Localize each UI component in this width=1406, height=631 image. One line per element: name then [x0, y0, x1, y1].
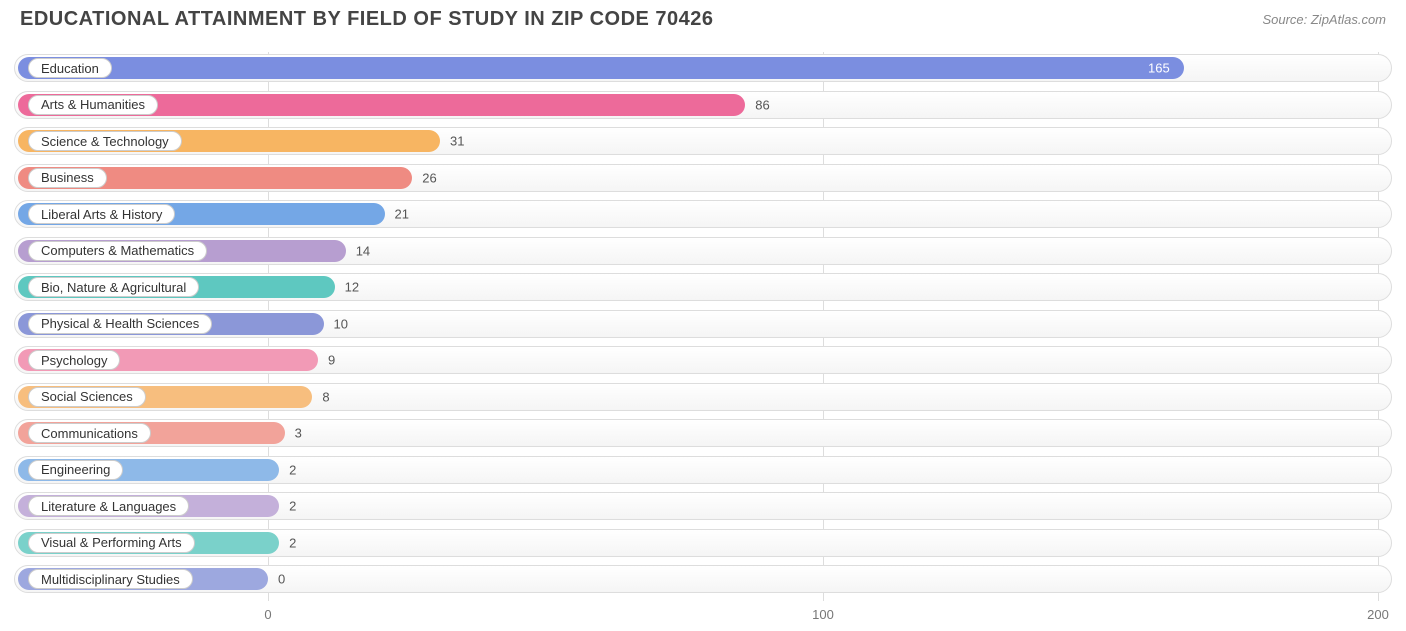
category-label: Business: [28, 168, 107, 188]
bar-row: Multidisciplinary Studies 0: [14, 563, 1392, 595]
category-label: Education: [28, 58, 112, 78]
category-label: Science & Technology: [28, 131, 182, 151]
bar-row: Computers & Mathematics 14: [14, 235, 1392, 267]
bar: [18, 57, 1184, 79]
category-label: Engineering: [28, 460, 123, 480]
bar-row: Psychology 9: [14, 344, 1392, 376]
value-label: 10: [334, 316, 348, 331]
category-label: Liberal Arts & History: [28, 204, 175, 224]
category-label: Multidisciplinary Studies: [28, 569, 193, 589]
bar-row: Business 26: [14, 162, 1392, 194]
bar-row: Science & Technology 31: [14, 125, 1392, 157]
value-label: 86: [755, 97, 769, 112]
value-label: 21: [395, 207, 409, 222]
x-axis-tick: 100: [812, 607, 834, 622]
value-label: 31: [450, 134, 464, 149]
bar-row: Communications 3: [14, 417, 1392, 449]
bar-row: Education 165: [14, 52, 1392, 84]
bar-row: Engineering 2: [14, 454, 1392, 486]
bar-row: Arts & Humanities 86: [14, 89, 1392, 121]
x-axis-tick: 0: [264, 607, 271, 622]
category-label: Physical & Health Sciences: [28, 314, 212, 334]
bar-row: Visual & Performing Arts 2: [14, 527, 1392, 559]
category-label: Communications: [28, 423, 151, 443]
value-label: 14: [356, 243, 370, 258]
value-label: 0: [278, 572, 285, 587]
chart-container: EDUCATIONAL ATTAINMENT BY FIELD OF STUDY…: [0, 0, 1406, 631]
bar-row: Liberal Arts & History 21: [14, 198, 1392, 230]
value-label: 165: [1148, 61, 1170, 76]
bar-row: Bio, Nature & Agricultural 12: [14, 271, 1392, 303]
value-label: 26: [422, 170, 436, 185]
bar-row: Literature & Languages 2: [14, 490, 1392, 522]
value-label: 3: [295, 426, 302, 441]
bar-row: Physical & Health Sciences 10: [14, 308, 1392, 340]
x-axis-tick: 200: [1367, 607, 1389, 622]
chart-title: EDUCATIONAL ATTAINMENT BY FIELD OF STUDY…: [20, 8, 714, 31]
value-label: 12: [345, 280, 359, 295]
category-label: Literature & Languages: [28, 496, 189, 516]
category-label: Computers & Mathematics: [28, 241, 207, 261]
category-label: Social Sciences: [28, 387, 146, 407]
source-label: Source: ZipAtlas.com: [1262, 12, 1386, 27]
category-label: Bio, Nature & Agricultural: [28, 277, 199, 297]
category-label: Arts & Humanities: [28, 95, 158, 115]
value-label: 2: [289, 462, 296, 477]
value-label: 8: [322, 389, 329, 404]
value-label: 9: [328, 353, 335, 368]
category-label: Psychology: [28, 350, 120, 370]
value-label: 2: [289, 499, 296, 514]
bar-row: Social Sciences 8: [14, 381, 1392, 413]
x-axis: 0 100 200: [14, 607, 1392, 623]
category-label: Visual & Performing Arts: [28, 533, 195, 553]
plot-area: Education 165 Arts & Humanities 86 Science &…: [14, 52, 1392, 601]
value-label: 2: [289, 535, 296, 550]
